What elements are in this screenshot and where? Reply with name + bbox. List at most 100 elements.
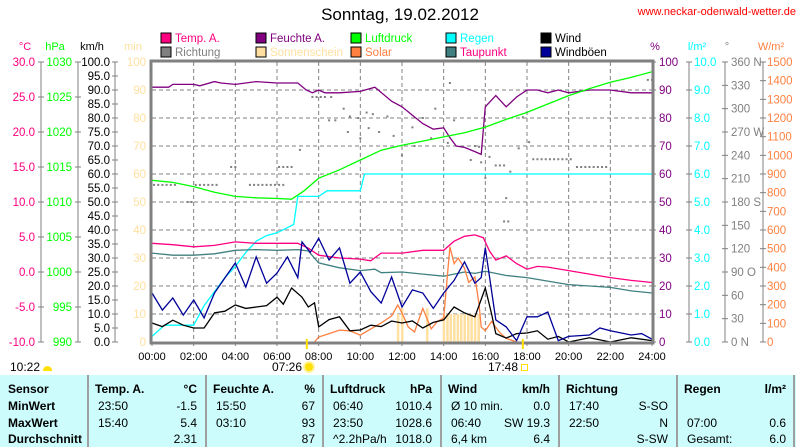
direction-dot bbox=[257, 183, 260, 186]
table-divider bbox=[676, 375, 678, 447]
x-tick-label: 20:00 bbox=[555, 351, 583, 363]
table-cell-value: 1010.4 bbox=[395, 399, 432, 413]
table-header-title: Regen bbox=[684, 382, 721, 396]
series-taupunkt bbox=[151, 248, 653, 294]
series-wind bbox=[151, 285, 653, 343]
wind-tick-label: 80.0 bbox=[88, 113, 110, 125]
direction-dot bbox=[234, 166, 237, 168]
table-cell-time: 17:40 bbox=[569, 399, 600, 413]
direction-dot bbox=[248, 183, 251, 186]
direction-axis-unit: ° bbox=[725, 41, 729, 53]
rain-tick-label: 6.0 bbox=[694, 169, 710, 181]
table-cell-time: 07:00 bbox=[687, 415, 718, 430]
table-cell-value: 6.0 bbox=[769, 432, 786, 446]
table-cell-time: Ø 10 min. bbox=[451, 399, 504, 413]
direction-dot bbox=[169, 183, 172, 186]
wind-tick-label: 55.0 bbox=[88, 183, 110, 195]
series-temp-a bbox=[151, 234, 653, 284]
website-link[interactable]: www.neckar-odenwald-wetter.de bbox=[637, 6, 796, 18]
humidity-tick-label: 90 bbox=[659, 85, 672, 97]
direction-dot bbox=[334, 119, 337, 122]
legend-swatch bbox=[350, 32, 362, 44]
direction-dot bbox=[565, 158, 568, 161]
pressure-axis-unit: hPa bbox=[45, 41, 65, 53]
sunshine-bar bbox=[463, 314, 466, 342]
table-header-unit: % bbox=[304, 382, 315, 396]
pressure-tick-label: 995 bbox=[53, 302, 72, 314]
pressure-tick-label: 990 bbox=[53, 337, 72, 349]
table-cell-value: 87 bbox=[301, 432, 315, 446]
direction-dot bbox=[186, 201, 189, 203]
direction-dot bbox=[298, 148, 301, 151]
statistics-table: Sensor Temp. A. °C Feuchte A.% Luftdruck hPa W… bbox=[0, 375, 796, 447]
legend-label: Richtung bbox=[175, 47, 220, 59]
legend-label: Sonnenschein bbox=[270, 47, 343, 59]
table-divider bbox=[793, 375, 795, 447]
direction-dot bbox=[311, 96, 314, 98]
direction-dot bbox=[505, 197, 508, 200]
legend-swatch bbox=[540, 32, 552, 44]
sunshine-bar bbox=[401, 308, 404, 342]
table-cell-time: 22:50 bbox=[569, 415, 600, 430]
legend-swatch bbox=[350, 46, 362, 58]
direction-dot bbox=[282, 166, 285, 168]
direction-dot bbox=[601, 166, 603, 168]
direction-dot bbox=[528, 141, 531, 144]
table-cell-time: 15:40 bbox=[98, 415, 129, 430]
direction-dot bbox=[488, 155, 491, 158]
rain-tick-label: 1.0 bbox=[694, 309, 710, 321]
direction-dot bbox=[215, 183, 218, 186]
direction-dot bbox=[261, 183, 264, 186]
x-tick-label: 04:00 bbox=[222, 351, 250, 363]
direction-dot bbox=[282, 183, 285, 186]
chart-title: Sonntag, 19.02.2012 bbox=[321, 5, 479, 24]
direction-dot bbox=[576, 166, 578, 168]
table-header-title: Richtung bbox=[566, 382, 618, 396]
table-divider bbox=[87, 375, 89, 447]
direction-dot bbox=[540, 158, 543, 161]
direction-dot bbox=[446, 141, 449, 144]
direction-tick-label: 330 bbox=[731, 80, 750, 92]
table-cell-value: S-SW bbox=[636, 432, 668, 446]
humidity-tick-label: 50 bbox=[659, 197, 672, 209]
direction-tick-label: 210 bbox=[731, 174, 750, 186]
rain-tick-label: 10.0 bbox=[694, 57, 716, 69]
table-header-sensor: Sensor bbox=[8, 382, 49, 396]
direction-dot bbox=[580, 166, 583, 168]
table-cell-time: 23:50 bbox=[333, 415, 364, 430]
direction-dot bbox=[342, 107, 345, 110]
rain-tick-label: 8.0 bbox=[694, 113, 710, 125]
direction-dot bbox=[401, 154, 403, 157]
solar-tick-label: 1000 bbox=[767, 150, 793, 162]
wind-tick-label: 65.0 bbox=[88, 155, 110, 167]
direction-dot bbox=[392, 134, 395, 137]
direction-dot bbox=[203, 183, 206, 186]
direction-dot bbox=[544, 158, 547, 161]
table-cell-time: 23:50 bbox=[98, 399, 129, 413]
pressure-tick-label: 1030 bbox=[46, 57, 72, 69]
table-header-title: Feuchte A. bbox=[213, 382, 274, 396]
solar-axis-unit: W/m² bbox=[758, 41, 785, 53]
table-row-label: MaxWert bbox=[8, 415, 58, 430]
direction-dot bbox=[413, 145, 416, 147]
x-tick-label: 00:00 bbox=[138, 351, 166, 363]
direction-dot bbox=[330, 96, 333, 98]
direction-dot bbox=[411, 126, 414, 129]
direction-dot bbox=[453, 119, 456, 122]
direction-dot bbox=[430, 137, 433, 140]
direction-dot bbox=[480, 161, 483, 164]
wind-tick-label: 45.0 bbox=[88, 211, 110, 223]
direction-dot bbox=[517, 147, 520, 150]
legend-swatch bbox=[540, 46, 552, 58]
series-regen bbox=[151, 173, 652, 337]
direction-dot bbox=[386, 115, 389, 118]
direction-dot bbox=[557, 158, 560, 161]
sunshine-tick-label: 90 bbox=[133, 85, 146, 97]
humidity-tick-label: 80 bbox=[659, 113, 672, 125]
solar-tick-label: 1100 bbox=[767, 132, 792, 144]
temp-tick-label: 10.0 bbox=[13, 197, 35, 209]
direction-dot bbox=[265, 183, 268, 186]
direction-dot bbox=[592, 166, 595, 168]
direction-dot bbox=[319, 96, 322, 98]
direction-tick-label: 60 bbox=[731, 290, 744, 302]
